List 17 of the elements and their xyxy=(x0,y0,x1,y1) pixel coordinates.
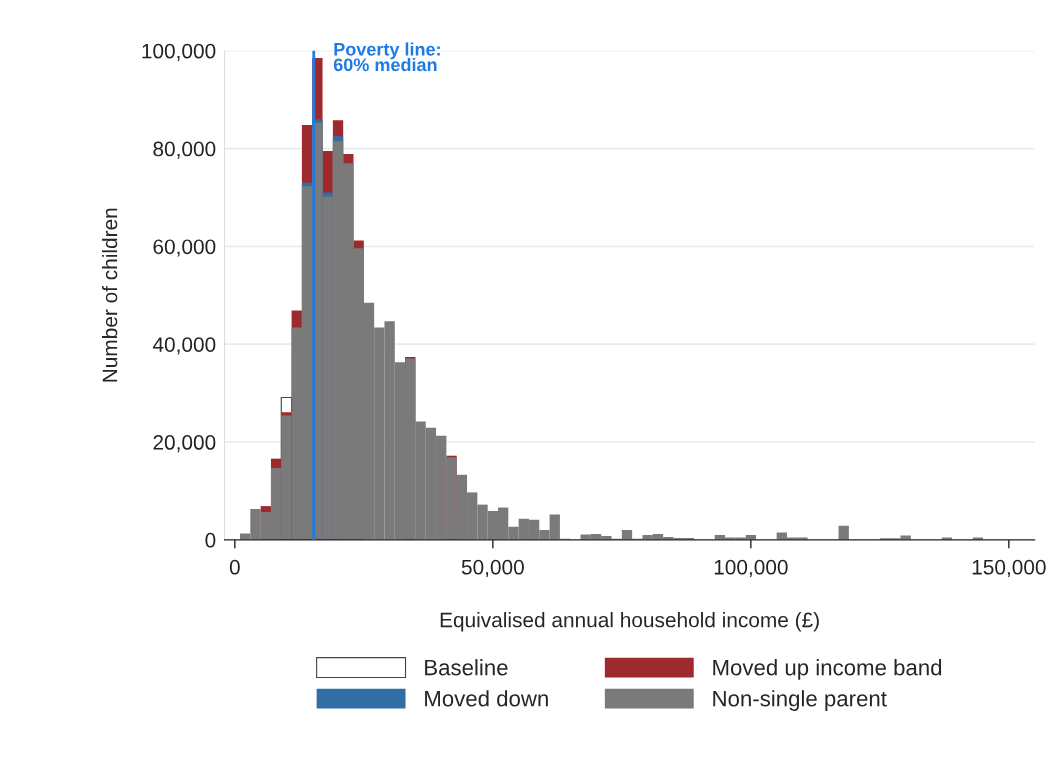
y-tick-label: 100,000 xyxy=(142,43,216,61)
x-tick-label: 100,000 xyxy=(714,559,788,578)
y-tick-label: 20,000 xyxy=(153,435,216,453)
legend-label: Baseline xyxy=(425,659,508,676)
x-tick-label: 50,000 xyxy=(461,559,524,578)
y-axis-title: Number of children xyxy=(102,208,118,382)
y-tick-label: 40,000 xyxy=(152,337,216,355)
y-tick-label: 60,000 xyxy=(153,239,216,257)
x-axis-title: Equivalised annual household income (£) xyxy=(440,612,819,632)
annotation: Poverty line: 60% median xyxy=(333,42,440,72)
y-tick-label: 80,000 xyxy=(153,141,216,159)
y-tick-label: 0 xyxy=(205,532,216,548)
x-tick-label: 0 xyxy=(229,559,240,575)
legend-label: Moved down xyxy=(425,690,548,707)
legend-label: Moved up income band xyxy=(713,659,942,680)
legend-label: Non-single parent xyxy=(713,690,887,711)
x-tick-label: 150,000 xyxy=(972,559,1046,578)
